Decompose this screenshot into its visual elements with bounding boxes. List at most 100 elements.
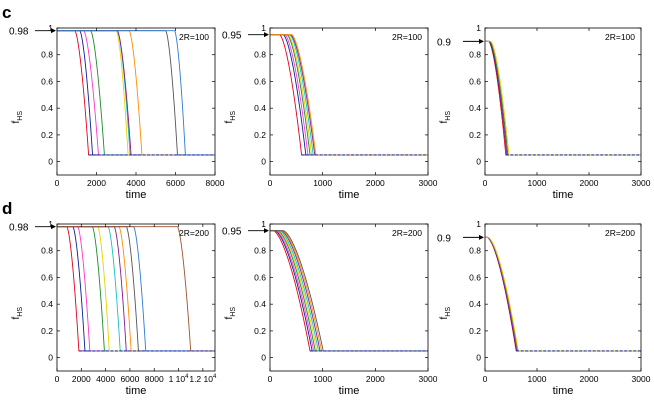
start-value-arrowhead-d1: [51, 224, 56, 230]
row-label-d: d: [2, 199, 12, 218]
y-tick-label-d3-3: 0.6: [469, 272, 481, 282]
start-value-label-c1: 0.98: [9, 27, 29, 38]
axes-frame-d2: [269, 223, 429, 372]
series-line-d1-s1: [57, 226, 215, 352]
start-value-label-c2: 0.95: [222, 31, 242, 42]
y-tick-label-d2-4: 0.8: [254, 246, 266, 256]
start-value-label-d1: 0.98: [9, 223, 29, 234]
start-value-arrowhead-c1: [51, 28, 56, 34]
series-line-d2-s5: [270, 230, 428, 352]
series-line-d1-s9: [57, 226, 215, 352]
y-tick-label-d3-1: 0.2: [469, 326, 481, 336]
series-line-c2-s2: [270, 34, 428, 156]
series-line-c2-s7: [270, 34, 428, 156]
y-axis-label-d2: fHS: [224, 307, 237, 320]
panels-group: 0 2000 4000 6000 8000 0 0.2 0.4 0.6 0.8 1 time fHS 2R…: [9, 23, 651, 397]
series-line-c1-s10: [57, 30, 215, 156]
y-tick-label-c2-1: 0.2: [254, 130, 266, 140]
x-tick-label-d3-1: 1000: [528, 374, 547, 384]
annotation-c3: 2R=100: [605, 32, 635, 42]
y-axis-label-c3: fHS: [439, 111, 452, 124]
series-line-d1-s4: [57, 226, 215, 352]
x-tick-label-d1-0: 0: [55, 374, 60, 384]
axes-frame-d1: [56, 223, 216, 372]
series-line-d3-s3: [485, 236, 641, 352]
start-value-label-c3: 0.9: [437, 37, 451, 48]
y-axis-label-d1: fHS: [11, 307, 24, 320]
series-line-c1-s3: [57, 30, 215, 156]
series-line-d1-s8: [57, 226, 215, 352]
chart-d1: 0 2000 4000 6000 8000 1 104 1.2 104 0 0.2 0.4 0.6 0…: [9, 219, 217, 397]
series-line-c2-s8: [270, 34, 428, 156]
x-axis-label-d1: time: [126, 385, 147, 397]
y-tick-label-c2-5: 1: [261, 23, 266, 33]
y-axis-label-d3: fHS: [439, 307, 452, 320]
y-axis-label-c1: fHS: [11, 111, 24, 124]
x-tick-label-d2-2: 2000: [366, 374, 385, 384]
y-tick-label-c3-4: 0.8: [469, 50, 481, 60]
start-value-arrowhead-d2: [264, 228, 269, 234]
series-line-d3-s5: [485, 236, 641, 352]
x-tick-label-d2-3: 3000: [419, 374, 438, 384]
x-tick-label-c2-0: 0: [268, 178, 273, 188]
series-line-c3-s2: [485, 40, 641, 156]
x-tick-label-c1-2: 4000: [127, 178, 146, 188]
y-tick-label-d1-2: 0.4: [41, 299, 53, 309]
series-line-d2-s1: [270, 230, 428, 352]
y-tick-label-c2-0: 0: [261, 157, 266, 167]
series-line-d2-s4: [270, 230, 428, 352]
series-line-c1-s5: [57, 30, 215, 156]
x-tick-label-d2-0: 0: [268, 374, 273, 384]
y-tick-label-c3-1: 0.2: [469, 130, 481, 140]
x-tick-label-c1-0: 0: [55, 178, 60, 188]
axes-frame-d3: [484, 223, 642, 372]
x-tick-label-d3-0: 0: [483, 374, 488, 384]
x-tick-label-d1-3: 6000: [120, 374, 139, 384]
chart-d3: 0 1000 2000 3000 0 0.2 0.4 0.6 0.8 1 time fHS 2R=200…: [437, 219, 651, 397]
annotation-d1: 2R=200: [179, 228, 209, 238]
x-tick-label-c2-1: 1000: [313, 178, 332, 188]
y-tick-label-d1-5: 1: [48, 219, 53, 229]
series-line-c1-s2: [57, 30, 215, 156]
y-tick-label-c3-5: 1: [476, 23, 481, 33]
series-line-d2-s2: [270, 230, 428, 352]
start-value-label-d3: 0.9: [437, 233, 451, 244]
series-line-c3-s4: [485, 40, 641, 156]
y-tick-label-c2-2: 0.4: [254, 103, 266, 113]
series-line-d2-s8: [270, 230, 428, 352]
start-value-arrowhead-c2: [264, 32, 269, 38]
annotation-d2: 2R=200: [392, 228, 422, 238]
y-tick-label-c1-0: 0: [48, 157, 53, 167]
annotation-c2: 2R=100: [392, 32, 422, 42]
y-tick-label-c1-5: 1: [48, 23, 53, 33]
y-tick-label-d2-2: 0.4: [254, 299, 266, 309]
x-tick-label-d3-3: 3000: [632, 374, 651, 384]
y-tick-label-d2-1: 0.2: [254, 326, 266, 336]
x-tick-label-c1-4: 8000: [206, 178, 225, 188]
series-line-d1-s10: [57, 226, 215, 352]
x-tick-label-d3-2: 2000: [580, 374, 599, 384]
annotation-d3: 2R=200: [605, 228, 635, 238]
x-tick-label-c3-3: 3000: [632, 178, 651, 188]
series-line-d2-s3: [270, 230, 428, 352]
row-label-c: c: [2, 3, 11, 22]
y-tick-label-c1-3: 0.6: [41, 76, 53, 86]
series-line-c2-s3: [270, 34, 428, 156]
y-tick-label-c1-1: 0.2: [41, 130, 53, 140]
y-tick-label-c2-3: 0.6: [254, 76, 266, 86]
y-tick-label-c1-4: 0.8: [41, 50, 53, 60]
y-tick-label-c3-0: 0: [476, 157, 481, 167]
x-axis-label-d3: time: [553, 385, 574, 397]
series-line-d1-s3: [57, 226, 215, 352]
y-tick-label-d1-1: 0.2: [41, 326, 53, 336]
series-line-c1-s4: [57, 30, 215, 156]
y-tick-label-d3-2: 0.4: [469, 299, 481, 309]
series-line-c3-s1: [485, 40, 641, 156]
series-line-c1-s8: [57, 30, 215, 156]
y-tick-label-c1-2: 0.4: [41, 103, 53, 113]
series-line-d1-s5: [57, 226, 215, 352]
series-line-d3-s1: [485, 236, 641, 352]
x-axis-label-d2: time: [339, 385, 360, 397]
y-tick-label-d1-3: 0.6: [41, 272, 53, 282]
series-line-d2-s6: [270, 230, 428, 352]
